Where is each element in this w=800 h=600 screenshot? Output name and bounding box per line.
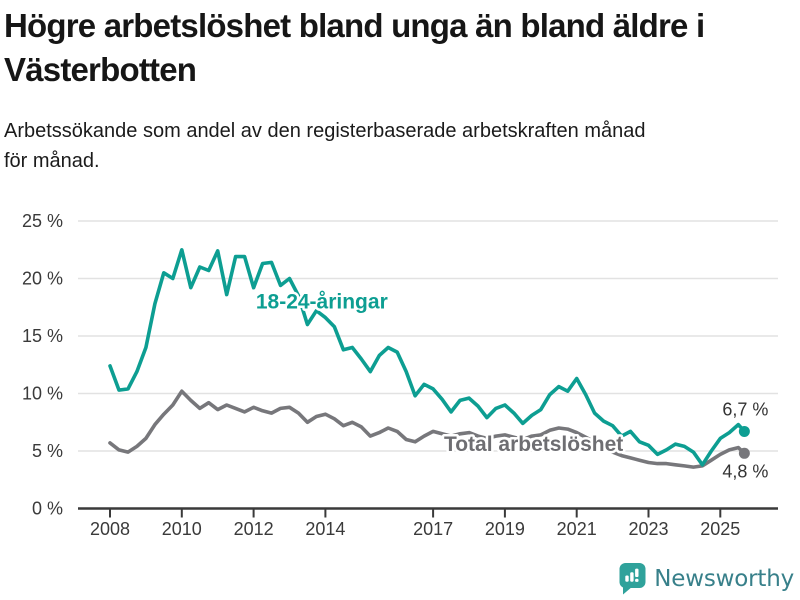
end-dot-youth (738, 425, 750, 437)
x-axis-label-2019: 2019 (485, 519, 525, 539)
chart-subtitle-line1: Arbetssökande som andel av den registerb… (4, 120, 646, 142)
x-axis-label-2014: 2014 (305, 519, 345, 539)
newsworthy-icon (619, 563, 646, 595)
x-axis-label-2021: 2021 (557, 519, 597, 539)
x-axis-label-2010: 2010 (162, 519, 202, 539)
y-axis-label-5: 5 % (32, 441, 63, 461)
end-label-youth: 6,7 % (722, 399, 768, 419)
x-axis-label-2012: 2012 (234, 519, 274, 539)
x-axis-label-2023: 2023 (628, 519, 668, 539)
series-line-youth (108, 248, 747, 467)
chart-title-line1: Högre arbetslöshet bland unga än bland ä… (4, 7, 705, 44)
chart-subtitle: Arbetssökande som andel av den registerb… (4, 116, 784, 176)
series-label-total: Total arbetslöshet (444, 433, 623, 456)
series-line-total (108, 389, 747, 469)
chart-title: Högre arbetslöshet bland unga än bland ä… (4, 4, 798, 91)
chart-title-line2: Västerbotten (4, 50, 197, 88)
newsworthy-logo: Newsworthy (618, 562, 794, 595)
newsworthy-wordmark: Newsworthy (654, 565, 794, 592)
end-label-total: 4,8 % (722, 461, 768, 481)
y-axis-label-0: 0 % (32, 499, 63, 519)
y-axis-label-10: 10 % (22, 384, 63, 404)
series-label-youth: 18-24-åringar (256, 291, 388, 314)
chart-subtitle-line2: för månad. (4, 150, 100, 172)
x-axis-label-2017: 2017 (413, 519, 453, 539)
y-axis-label-25: 25 % (22, 211, 63, 231)
y-axis-label-15: 15 % (22, 326, 63, 346)
end-dot-total (738, 447, 750, 459)
y-axis-label-20: 20 % (22, 269, 63, 289)
x-axis-label-2008: 2008 (90, 519, 130, 539)
x-axis-label-2025: 2025 (700, 519, 740, 539)
